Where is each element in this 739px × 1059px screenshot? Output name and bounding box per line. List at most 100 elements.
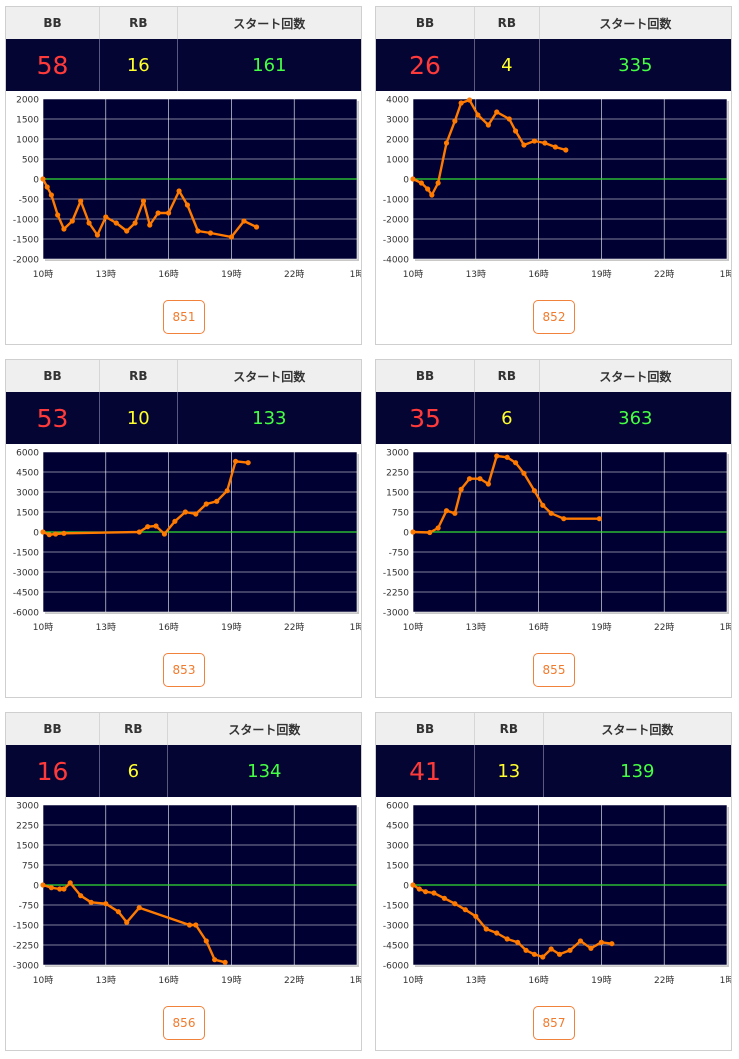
data-point <box>523 947 529 953</box>
data-point <box>556 951 563 957</box>
data-point <box>94 232 101 238</box>
data-point <box>184 202 191 208</box>
data-point <box>485 122 491 128</box>
rb-header: RB <box>99 7 178 39</box>
y-tick-label: -750 <box>19 902 40 912</box>
data-point <box>494 109 500 115</box>
x-tick-label: 16時 <box>528 622 548 633</box>
x-tick-label: 19時 <box>591 269 611 280</box>
stats-table: BB RB スタート回数 53 10 133 <box>6 360 361 444</box>
bb-count: 26 <box>376 39 475 91</box>
data-point <box>136 529 142 535</box>
data-point <box>40 882 46 888</box>
stats-value-row: 26 4 335 <box>376 39 731 91</box>
y-tick-label: 3000 <box>386 842 409 852</box>
bb-header: BB <box>376 713 475 745</box>
data-point <box>193 511 199 517</box>
data-point <box>475 112 481 118</box>
machine-number-button[interactable]: 856 <box>163 1006 205 1040</box>
x-tick-label: 13時 <box>96 622 116 633</box>
data-point <box>145 524 151 530</box>
y-tick-label: -4000 <box>383 256 409 266</box>
x-tick-label: 16時 <box>528 975 548 986</box>
machine-number-button[interactable]: 851 <box>163 300 205 334</box>
data-point <box>132 220 138 226</box>
data-point <box>115 909 121 915</box>
y-tick-label: 2000 <box>386 136 409 146</box>
data-point <box>103 901 109 907</box>
stats-header-row: BB RB スタート回数 <box>6 7 361 39</box>
machine-number-button[interactable]: 855 <box>533 653 575 687</box>
x-tick-label: 13時 <box>96 269 116 280</box>
data-point <box>458 486 464 492</box>
data-point <box>515 939 521 945</box>
data-point <box>598 939 604 945</box>
data-point <box>410 529 416 535</box>
start-count-header: スタート回数 <box>601 722 674 737</box>
machine-number-button[interactable]: 852 <box>533 300 575 334</box>
data-point <box>473 913 479 919</box>
x-tick-label: 1時 <box>720 975 731 986</box>
data-point <box>55 212 61 218</box>
y-tick-label: 0 <box>403 176 409 186</box>
data-point <box>207 230 214 236</box>
x-tick-label: 13時 <box>96 975 116 986</box>
x-tick-label: 22時 <box>654 269 674 280</box>
y-tick-label: -3000 <box>383 609 409 619</box>
y-tick-label: 3000 <box>16 802 39 812</box>
x-tick-label: 10時 <box>33 975 53 986</box>
machine-number-button[interactable]: 853 <box>163 653 205 687</box>
x-tick-label: 1時 <box>350 622 361 633</box>
stats-table: BB RB スタート回数 35 6 363 <box>376 360 731 444</box>
y-tick-label: -4500 <box>13 589 39 599</box>
slump-chart: 3000 2250 1500 750 0 -750 -1500 -2250 -3000 10時 13… <box>383 449 731 634</box>
bb-header: BB <box>376 7 475 39</box>
slump-chart: 3000 2250 1500 750 0 -750 -1500 -2250 -3000 10時 13… <box>13 802 361 987</box>
data-point <box>186 922 193 928</box>
data-point <box>44 184 50 190</box>
y-tick-label: -1500 <box>383 569 409 579</box>
slump-line <box>412 883 613 959</box>
data-point <box>548 510 554 516</box>
data-point <box>124 919 130 925</box>
x-tick-label: 10時 <box>403 975 423 986</box>
stats-table: BB RB スタート回数 41 13 139 <box>376 713 731 797</box>
rb-header: RB <box>474 713 544 745</box>
y-tick-label: -2000 <box>13 256 39 266</box>
data-point <box>410 882 416 888</box>
data-point <box>166 210 172 216</box>
data-point <box>540 954 546 960</box>
y-tick-label: 0 <box>33 176 39 186</box>
data-point <box>140 198 147 204</box>
y-tick-label: 4000 <box>386 96 409 106</box>
data-point <box>512 460 519 466</box>
data-point <box>78 198 84 204</box>
x-tick-label: 10時 <box>33 622 53 633</box>
y-tick-label: -1500 <box>13 236 39 246</box>
x-tick-label: 13時 <box>466 269 486 280</box>
stats-value-row: 35 6 363 <box>376 392 731 444</box>
data-point <box>521 470 527 476</box>
data-point <box>418 180 424 186</box>
y-tick-label: 1000 <box>386 156 409 166</box>
data-point <box>431 890 437 896</box>
rb-header: RB <box>474 7 540 39</box>
data-point <box>506 116 512 122</box>
data-point <box>61 886 67 892</box>
data-point <box>466 97 473 103</box>
data-point <box>86 220 92 226</box>
machine-number-button[interactable]: 857 <box>533 1006 575 1040</box>
start-count-header: スタート回数 <box>599 16 672 31</box>
data-point <box>441 895 447 901</box>
y-tick-label: 2250 <box>16 822 39 832</box>
rb-header: RB <box>99 360 178 392</box>
data-point <box>61 226 67 232</box>
bb-header: BB <box>6 7 101 39</box>
data-point <box>57 886 63 892</box>
y-tick-label: -3000 <box>383 922 409 932</box>
data-point <box>540 502 546 508</box>
x-tick-label: 19時 <box>221 269 241 280</box>
x-tick-label: 13時 <box>466 622 486 633</box>
x-tick-label: 10時 <box>403 269 423 280</box>
data-point <box>577 938 584 944</box>
